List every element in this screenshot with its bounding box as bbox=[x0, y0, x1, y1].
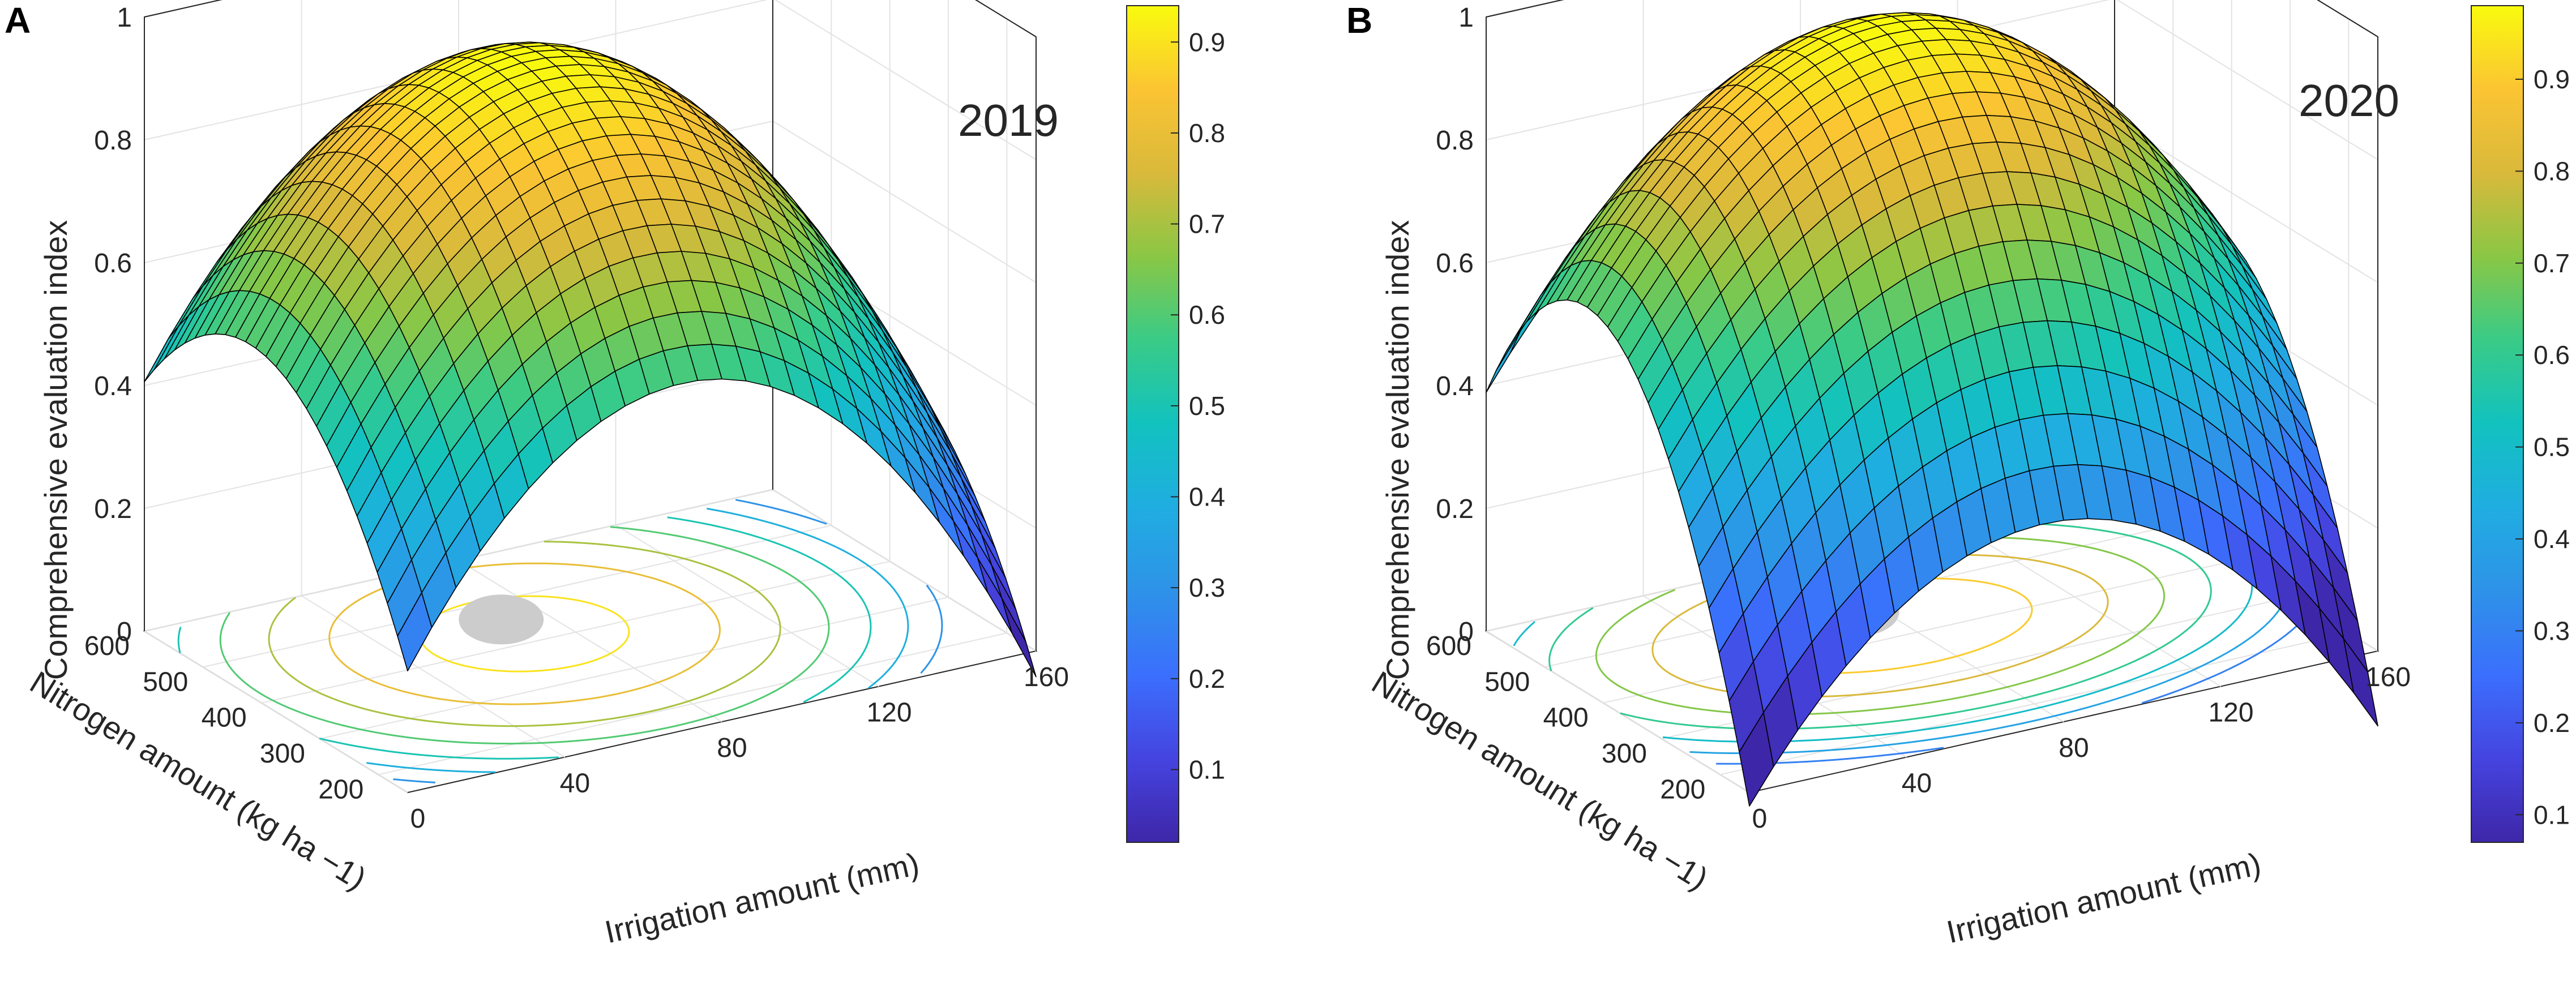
z-tick-label: 1 bbox=[117, 3, 132, 33]
colorbar: 0.1 0.2 0.3 0.4 0.5 0.6 0.7 0.8 0.9 bbox=[2471, 5, 2570, 843]
colorbar-tick-label: 0.4 bbox=[1189, 482, 1225, 512]
contour-line bbox=[2141, 611, 2311, 704]
x-tick-label: 80 bbox=[717, 733, 747, 763]
surface-mesh bbox=[144, 41, 1037, 678]
colorbar-tick-label: 0.3 bbox=[1189, 573, 1225, 602]
z-tick-label: 0.8 bbox=[94, 126, 132, 156]
colorbar-tick-label: 0.5 bbox=[2534, 432, 2570, 462]
z-tick-label: 0.4 bbox=[1436, 371, 1474, 401]
chart-title-year: 2019 bbox=[958, 95, 1059, 145]
colorbar-tick-label: 0.4 bbox=[2534, 524, 2570, 554]
y-tick-label: 500 bbox=[1484, 667, 1530, 697]
colorbar-tick-label: 0.2 bbox=[1189, 664, 1225, 693]
x-tick-label: 120 bbox=[2208, 698, 2253, 728]
colorbar-tick-label: 0.2 bbox=[2534, 708, 2570, 738]
contour-line bbox=[1548, 607, 1594, 671]
colorbar-tick-label: 0.5 bbox=[1189, 391, 1225, 421]
x-axis-title: Irrigation amount (mm) bbox=[601, 846, 922, 950]
contour-line bbox=[219, 573, 830, 745]
y-tick-label: 200 bbox=[1660, 774, 1705, 804]
y-tick-label: 300 bbox=[260, 739, 305, 769]
z-tick-label: 0.2 bbox=[94, 494, 132, 524]
contour-line bbox=[920, 584, 943, 674]
colorbar-tick-label: 0.1 bbox=[2534, 800, 2570, 829]
x-tick-label: 0 bbox=[410, 804, 426, 834]
contour-line bbox=[419, 595, 630, 673]
y-tick-label: 400 bbox=[202, 703, 247, 733]
contour-line bbox=[393, 778, 436, 783]
z-tick-label: 0.6 bbox=[1436, 249, 1474, 279]
y-gridline bbox=[319, 0, 949, 739]
colorbar-gradient bbox=[1126, 5, 1179, 843]
contour-line bbox=[667, 516, 826, 567]
colorbar-tick-label: 0.3 bbox=[2534, 616, 2570, 645]
colorbar-tick-label: 0.7 bbox=[1189, 209, 1225, 239]
contour-line bbox=[610, 526, 790, 575]
y-tick-label: 600 bbox=[84, 631, 130, 661]
contour-line bbox=[1662, 575, 2253, 743]
contour-line bbox=[177, 627, 182, 653]
contour-line bbox=[268, 583, 781, 727]
colorbar-tick-label: 0.6 bbox=[1189, 300, 1225, 329]
z-tick-label: 0.2 bbox=[1436, 494, 1474, 524]
x-tick-label: 160 bbox=[1024, 662, 1069, 692]
y-tick-label: 200 bbox=[318, 774, 363, 804]
colorbar-tick-label: 0.8 bbox=[1189, 118, 1225, 148]
contour-line bbox=[319, 737, 559, 760]
colorbar-tick-label: 0.9 bbox=[1189, 27, 1225, 57]
contour-line bbox=[857, 558, 909, 689]
chart-title-year: 2020 bbox=[2299, 75, 2399, 126]
peak-projection bbox=[459, 594, 544, 645]
x-tick-label: 40 bbox=[1902, 769, 1932, 799]
y-tick-label: 600 bbox=[1426, 631, 1471, 661]
x-tick-label: 0 bbox=[1752, 804, 1768, 834]
z-tick-label: 1 bbox=[1458, 3, 1474, 33]
contour-line bbox=[328, 562, 721, 705]
y-tick-label: 400 bbox=[1543, 703, 1589, 733]
z-tick-label: 0 bbox=[1458, 617, 1474, 647]
tick-labels: 0 0.2 0.4 0.6 0.8 1 0 40 80 120 160 200 300 400 500 600 bbox=[1426, 3, 2411, 834]
contour-line bbox=[544, 541, 747, 585]
contour-line bbox=[735, 499, 827, 525]
colorbar-tick-label: 0.1 bbox=[1189, 755, 1225, 784]
y-gridline bbox=[261, 0, 891, 704]
y-tick-label: 300 bbox=[1602, 739, 1647, 769]
y-gridline bbox=[378, 19, 1008, 776]
contour-line bbox=[1595, 566, 2166, 716]
colorbar-tick-label: 0.7 bbox=[2534, 249, 2570, 278]
z-tick-label: 0 bbox=[117, 617, 132, 647]
surface-mesh bbox=[1486, 12, 2378, 807]
colorbar: 0.1 0.2 0.3 0.4 0.5 0.6 0.7 0.8 0.9 bbox=[1126, 5, 1225, 843]
x-axis-title: Irrigation amount (mm) bbox=[1943, 846, 2264, 950]
panel-a: 0 0.2 0.4 0.6 0.8 1 0 40 80 120 160 200 300 400 500 600… bbox=[5, 0, 1225, 950]
contour-line bbox=[1513, 621, 1535, 646]
panel-label: A bbox=[5, 0, 31, 41]
tick-labels: 0 0.2 0.4 0.6 0.8 1 0 40 80 120 160 200 300 400 500 600 bbox=[84, 3, 1069, 834]
floor-contours bbox=[177, 499, 943, 783]
colorbar-tick-label: 0.8 bbox=[2534, 156, 2570, 186]
z-axis-title: Comprehensive evaluation index bbox=[38, 220, 74, 680]
surface-patch bbox=[397, 592, 433, 671]
colorbar-gradient bbox=[2471, 5, 2524, 843]
colorbar-tick-label: 0.6 bbox=[2534, 340, 2570, 370]
y-tick-label: 500 bbox=[143, 667, 188, 697]
panel-label: B bbox=[1346, 0, 1372, 41]
contour-line bbox=[366, 762, 496, 773]
x-tick-label: 40 bbox=[560, 769, 590, 799]
panel-b: 0 0.2 0.4 0.6 0.8 1 0 40 80 120 160 200 300 400 500 600… bbox=[1346, 0, 2570, 950]
x-tick-label: 80 bbox=[2059, 733, 2089, 763]
colorbar-tick-label: 0.9 bbox=[2534, 65, 2570, 94]
x-tick-label: 160 bbox=[2365, 662, 2411, 692]
contour-line bbox=[1689, 599, 2286, 755]
z-tick-label: 0.4 bbox=[94, 371, 132, 401]
surface-patch bbox=[1739, 712, 1774, 807]
z-tick-label: 0.6 bbox=[94, 249, 132, 279]
z-axis-title: Comprehensive evaluation index bbox=[1380, 220, 1415, 680]
z-tick-label: 0.8 bbox=[1436, 126, 1474, 156]
x-tick-label: 120 bbox=[866, 698, 912, 728]
contour-line bbox=[803, 565, 872, 703]
contour-line bbox=[707, 507, 859, 560]
